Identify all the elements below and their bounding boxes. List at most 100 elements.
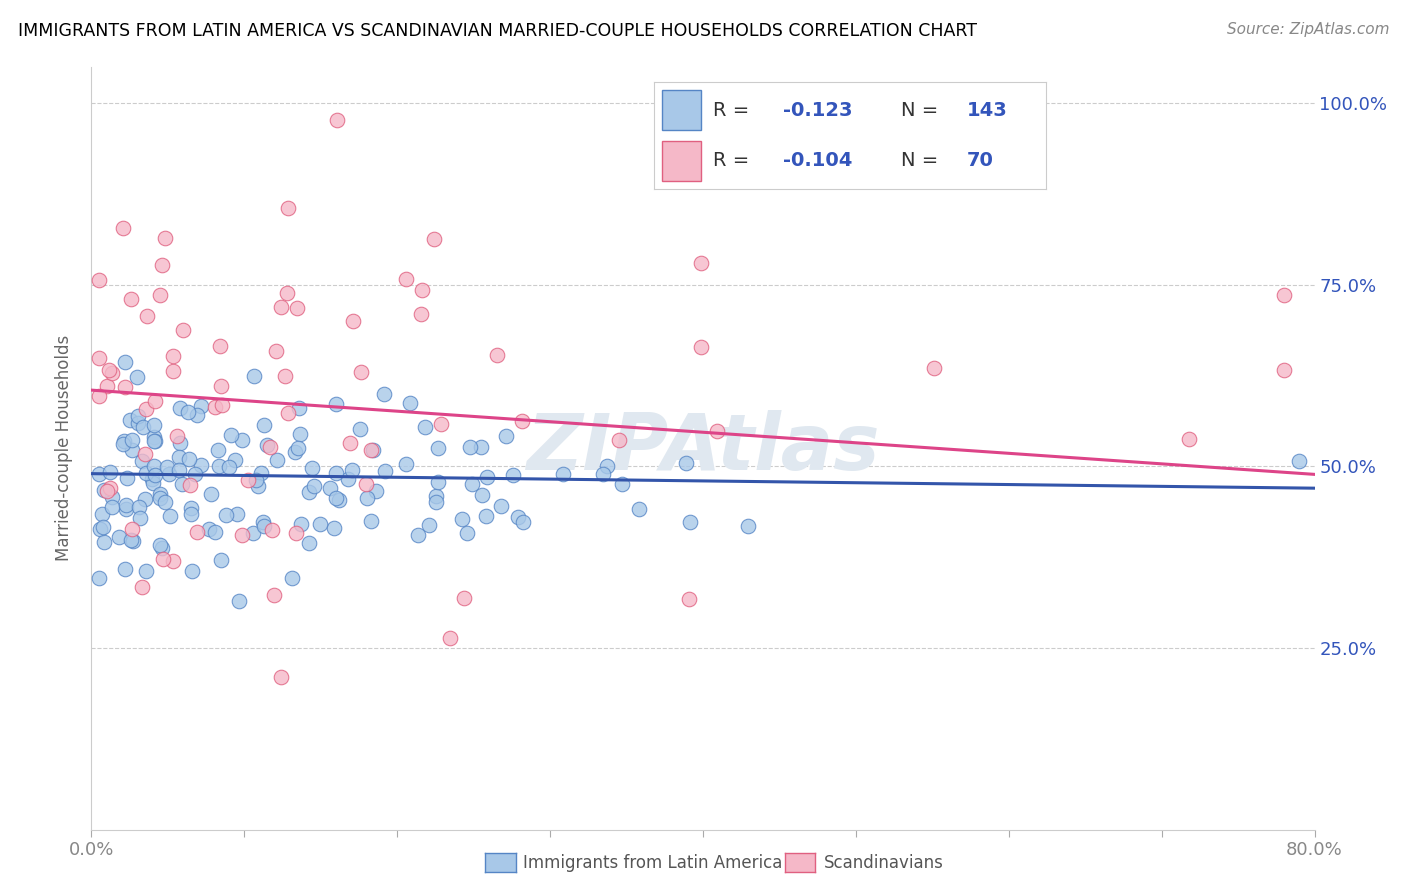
Point — [134, 447, 156, 461]
Point — [328, 492, 350, 507]
Point — [159, 509, 181, 524]
Point — [458, 440, 481, 454]
Point — [100, 500, 122, 514]
Point — [427, 442, 450, 456]
Point — [349, 422, 371, 436]
Point — [325, 397, 347, 411]
Point — [228, 594, 250, 608]
Point — [180, 500, 202, 515]
Point — [149, 487, 172, 501]
Point — [360, 442, 382, 457]
Point — [169, 401, 191, 415]
Point — [143, 458, 166, 473]
Point — [342, 463, 364, 477]
Point — [209, 553, 232, 567]
Point — [134, 491, 156, 506]
Point — [263, 588, 285, 602]
Point — [131, 454, 153, 468]
Point — [143, 393, 166, 408]
Point — [506, 510, 529, 524]
Point — [179, 478, 201, 492]
Point — [141, 472, 163, 486]
Point — [374, 464, 396, 478]
Point — [242, 525, 264, 540]
Point — [121, 433, 143, 447]
Point — [266, 453, 288, 467]
Point — [273, 369, 295, 384]
Point — [395, 271, 418, 285]
Point — [495, 429, 517, 443]
Point — [690, 340, 713, 354]
Point — [678, 591, 700, 606]
Point — [135, 564, 157, 578]
Point — [270, 670, 292, 684]
Point — [259, 441, 281, 455]
Point — [112, 434, 135, 449]
Point — [406, 528, 429, 542]
Y-axis label: Married-couple Households: Married-couple Households — [55, 335, 73, 561]
Point — [423, 232, 446, 246]
Point — [143, 434, 166, 448]
Point — [186, 408, 208, 422]
Point — [204, 525, 226, 540]
Point — [336, 472, 359, 486]
Point — [87, 351, 110, 365]
Point — [596, 458, 619, 473]
Point — [87, 467, 110, 482]
Point — [115, 499, 138, 513]
Point — [157, 467, 180, 482]
Point — [285, 525, 308, 540]
Point — [186, 524, 208, 539]
Point — [425, 489, 447, 503]
Point — [325, 466, 347, 480]
Point — [238, 473, 260, 487]
Point — [120, 533, 142, 547]
Point — [360, 514, 382, 528]
Point — [93, 483, 115, 497]
Point — [180, 507, 202, 521]
Text: ZIPAtlas: ZIPAtlas — [526, 410, 880, 486]
Point — [143, 468, 166, 483]
Point — [132, 420, 155, 434]
Point — [350, 365, 373, 379]
Point — [211, 398, 233, 412]
Point — [172, 476, 194, 491]
Point — [131, 580, 153, 594]
Point — [135, 401, 157, 416]
Point — [413, 420, 436, 434]
Point — [243, 369, 266, 384]
Point — [409, 306, 432, 320]
Point — [411, 283, 433, 297]
Point — [167, 463, 190, 477]
Point — [98, 481, 121, 495]
Point — [101, 366, 124, 380]
Point — [149, 491, 172, 505]
Point — [184, 467, 207, 481]
Point — [425, 494, 447, 508]
Point — [162, 364, 184, 378]
Point — [120, 292, 142, 306]
Point — [108, 530, 131, 544]
Point — [256, 438, 278, 452]
Point — [253, 519, 276, 533]
Point — [121, 522, 143, 536]
Point — [427, 475, 450, 490]
Point — [339, 436, 361, 450]
Point — [356, 491, 378, 506]
Point — [280, 571, 302, 585]
Point — [450, 512, 472, 526]
Point — [115, 470, 138, 484]
Point — [156, 459, 179, 474]
Point — [249, 466, 271, 480]
Point — [453, 591, 475, 605]
Point — [218, 460, 240, 475]
Point — [152, 552, 174, 566]
Point — [127, 370, 149, 384]
Point — [592, 467, 614, 481]
Point — [361, 443, 384, 458]
Point — [285, 301, 308, 316]
Point — [128, 500, 150, 514]
Point — [1272, 362, 1295, 376]
Point — [115, 502, 138, 516]
Point — [246, 479, 269, 493]
